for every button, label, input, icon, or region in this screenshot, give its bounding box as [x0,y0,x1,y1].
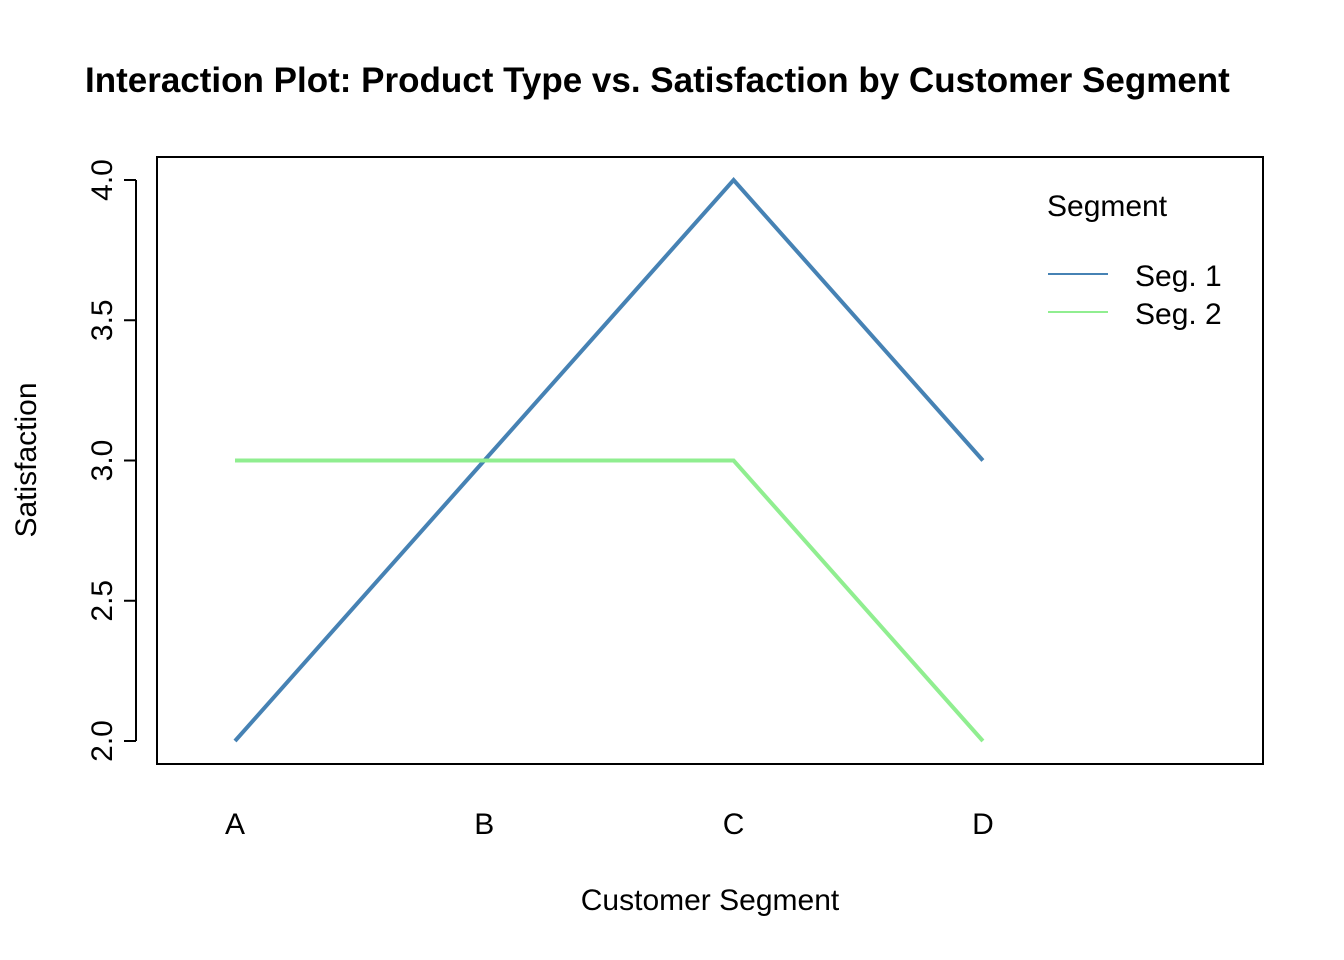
x-tick-label: C [723,808,745,841]
y-tick-label: 2.5 [86,580,119,622]
y-tick-label: 4.0 [86,159,119,201]
x-axis: A B C D [225,808,994,841]
plot-frame [156,156,1264,765]
x-axis-label: Customer Segment [581,884,840,917]
series-line-1 [233,176,985,743]
y-tick-label: 2.0 [86,720,119,762]
legend-items: Seg. 1 Seg. 2 [1048,260,1222,331]
y-tick-label: 3.0 [86,440,119,482]
y-axis-label: Satisfaction [10,382,43,537]
y-axis: 2.0 2.5 3.0 3.5 4.0 [86,159,137,762]
legend: Segment Seg. 1 Seg. 2 [1047,190,1222,331]
legend-label-1: Seg. 1 [1135,260,1222,293]
legend-title: Segment [1047,190,1168,223]
x-tick-label: A [225,808,245,841]
series-lines [233,176,985,743]
x-tick-label: B [474,808,494,841]
chart-title: Interaction Plot: Product Type vs. Satis… [85,61,1230,100]
y-tick-label: 3.5 [86,299,119,341]
legend-label-2: Seg. 2 [1135,298,1222,331]
series-line-2 [235,458,985,743]
x-tick-label: D [972,808,994,841]
